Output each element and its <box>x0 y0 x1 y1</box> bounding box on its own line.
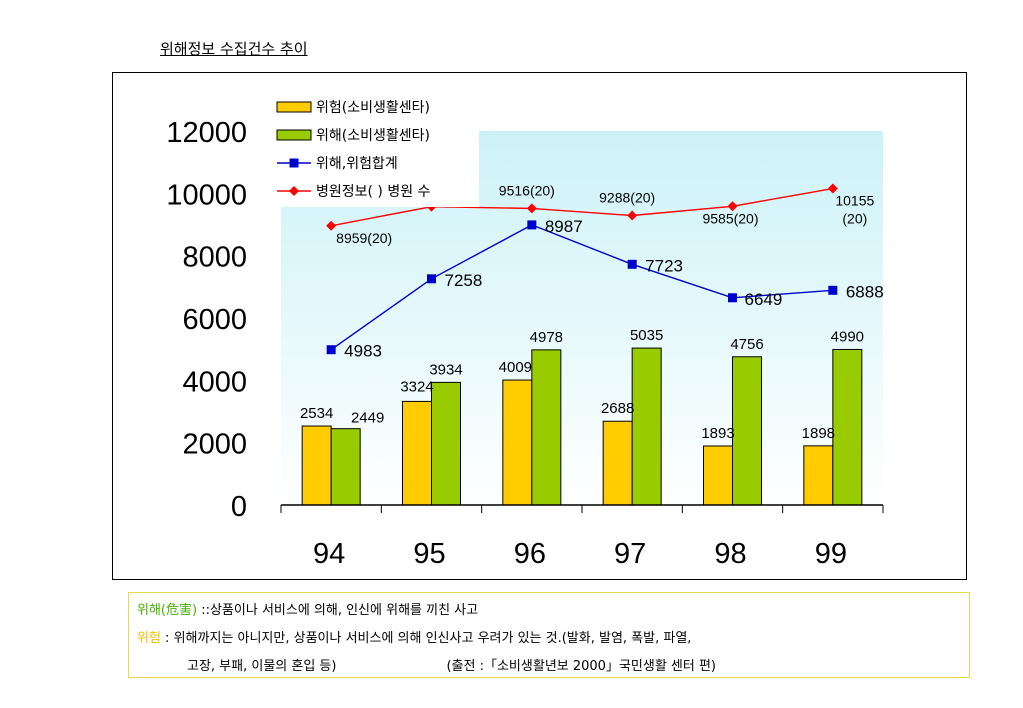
bar-value-label: 5035 <box>630 327 663 344</box>
hospital-value-label: 9585(20) <box>702 210 758 226</box>
note-keyword-harm: 위해(危害) <box>137 603 198 618</box>
bar-value-label: 3324 <box>400 378 433 395</box>
hospital-value-label-line: 9585(20) <box>702 210 758 226</box>
bar-danger <box>703 445 733 506</box>
legend-swatch-bar <box>276 129 312 141</box>
marker-square <box>728 293 737 303</box>
bar-harm <box>732 356 762 506</box>
bar-danger <box>301 425 332 506</box>
total-value-label: 4983 <box>344 342 382 361</box>
bar-harm <box>431 381 461 506</box>
legend-marker-diamond <box>289 186 299 196</box>
y-tick-label: 6000 <box>182 304 247 336</box>
hospital-value-label: 10155 (20) <box>835 193 874 227</box>
chart-canvas: 0 2000 4000 6000 8000 10000 12000 94 95 96 97 98 99 2… <box>166 95 884 570</box>
series-line-total <box>330 224 833 351</box>
marker-square <box>326 345 336 355</box>
total-value-label: 6649 <box>745 290 783 309</box>
y-tick-label: 4000 <box>182 366 247 398</box>
y-tick-label: 2000 <box>182 429 247 461</box>
chart-frame: 0 2000 4000 6000 8000 10000 12000 94 95 96 97 98 99 2… <box>112 72 967 580</box>
x-tick-label: 97 <box>614 538 646 570</box>
x-tick-label: 94 <box>313 538 345 570</box>
marker-square <box>427 274 436 284</box>
page-title: 위해정보 수집건수 추이 <box>160 40 308 58</box>
bar-danger <box>402 400 432 506</box>
bar-harm <box>330 428 361 506</box>
hospital-value-label-line: 10155 <box>835 193 874 209</box>
legend-label: 위험(소비생활센타) <box>316 100 430 116</box>
note-line-continued: 고장, 부패, 이물의 혼입 등) (출전 :「소비생활년보 2000」국민생활 … <box>187 655 716 674</box>
total-value-label: 7723 <box>645 256 683 275</box>
note-line-harm: 위해(危害) ::상품이나 서비스에 의해, 인신에 위해를 끼친 사고 <box>137 599 478 618</box>
note-text-harm: ::상품이나 서비스에 의해, 인신에 위해를 끼친 사고 <box>197 603 479 618</box>
marker-square <box>627 259 637 269</box>
legend-label: 위해(소비생활센타) <box>316 128 430 144</box>
marker-diamond <box>526 203 537 214</box>
hospital-value-label-line: 9288(20) <box>599 190 655 206</box>
marker-diamond <box>627 210 638 221</box>
legend-label: 위해,위험합계 <box>316 156 398 172</box>
total-value-label: 7258 <box>445 271 483 290</box>
note-text-continued: 고장, 부패, 이물의 혼입 등) <box>187 659 337 674</box>
bar-value-label: 2449 <box>351 410 384 427</box>
bar-value-label: 4978 <box>530 329 563 346</box>
bar-value-label: 2688 <box>601 400 634 417</box>
bar-value-label: 1898 <box>802 425 835 442</box>
legend-background <box>273 95 479 207</box>
marker-diamond <box>727 201 738 212</box>
hospital-value-label-line: 9516(20) <box>499 182 555 198</box>
marker-diamond <box>827 183 838 194</box>
legend-marker-square <box>289 158 299 168</box>
bar-value-label: 4990 <box>831 328 864 345</box>
x-tick-label: 98 <box>714 538 746 570</box>
bar-danger <box>502 379 533 506</box>
bar-harm <box>631 347 662 506</box>
y-tick-label: 0 <box>231 491 247 523</box>
bar-value-label: 2534 <box>300 405 333 422</box>
hospital-value-label: 9288(20) <box>599 190 655 206</box>
bar-harm <box>531 349 562 506</box>
y-tick-label: 10000 <box>166 179 247 211</box>
bar-danger <box>803 445 834 506</box>
total-value-label: 8987 <box>545 217 583 236</box>
hospital-value-label-line: (20) <box>842 211 867 227</box>
bar-value-label: 4009 <box>499 359 532 376</box>
marker-square <box>527 220 537 230</box>
bar-danger <box>602 420 633 506</box>
note-keyword-danger: 위험 <box>137 631 161 646</box>
legend-label: 병원정보( ) 병원 수 <box>316 184 431 200</box>
hospital-value-label: 9516(20) <box>499 182 555 198</box>
y-tick-label: 12000 <box>166 117 247 149</box>
note-line-danger: 위험 : 위해까지는 아니지만, 상품이나 서비스에 의해 인신사고 우려가 있… <box>137 627 691 646</box>
note-text-danger: : 위해까지는 아니지만, 상품이나 서비스에 의해 인신사고 우려가 있는 것… <box>160 631 692 646</box>
marker-diamond <box>326 220 337 231</box>
bar-value-label: 1893 <box>701 425 734 442</box>
hospital-value-label: 8959(20) <box>336 230 392 246</box>
legend-swatch-bar <box>276 101 312 113</box>
bar-value-label: 3934 <box>429 361 462 378</box>
definition-note-box: 위해(危害) ::상품이나 서비스에 의해, 인신에 위해를 끼친 사고 위험 … <box>128 592 970 678</box>
marker-square <box>828 285 838 295</box>
x-tick-label: 96 <box>514 538 546 570</box>
bar-harm <box>832 348 863 506</box>
total-value-label: 6888 <box>846 282 884 301</box>
hospital-value-label-line: 8959(20) <box>336 230 392 246</box>
x-tick-label: 95 <box>413 538 445 570</box>
series-line-hospital <box>331 187 833 227</box>
x-tick-label: 99 <box>815 538 847 570</box>
bar-value-label: 4756 <box>730 336 763 353</box>
note-source: (출전 :「소비생활년보 2000」국민생활 센터 편) <box>446 659 717 674</box>
y-tick-label: 8000 <box>182 242 247 274</box>
